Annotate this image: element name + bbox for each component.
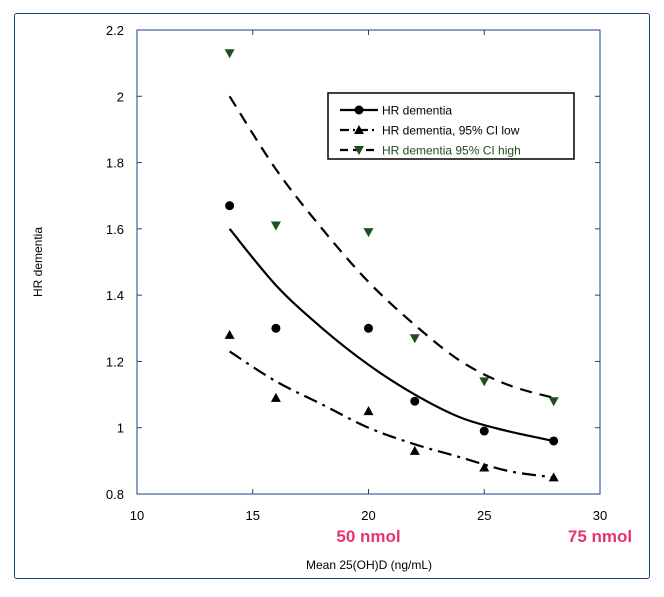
point-ci-high: [409, 334, 420, 344]
y-tick-label: 1.4: [106, 288, 124, 303]
legend-marker-ci-low: [354, 125, 364, 134]
legend-label-ci-low: HR dementia, 95% CI low: [382, 124, 520, 138]
annotation-50-nmol: 50 nmol: [336, 527, 400, 546]
x-tick-label: 25: [477, 508, 491, 523]
y-tick-label: 1.6: [106, 222, 124, 237]
point-hr: [479, 426, 489, 436]
point-hr: [225, 201, 235, 211]
point-hr: [410, 396, 420, 406]
legend: HR dementia HR dementia, 95% CI low HR dem…: [327, 92, 575, 160]
legend-marker-hr: [354, 105, 364, 115]
point-ci-high: [270, 221, 281, 231]
y-tick-label: 2.2: [106, 23, 124, 38]
point-ci-low: [548, 472, 559, 482]
fit-line-ci-high: [228, 95, 555, 399]
point-ci-low: [479, 462, 490, 472]
legend-box: [327, 92, 575, 160]
point-hr: [271, 323, 281, 333]
axes: [136, 29, 601, 495]
point-ci-low: [224, 329, 235, 339]
y-tick-label: 2: [117, 89, 124, 104]
chart-frame: [14, 13, 650, 579]
y-tick-label: 1.8: [106, 156, 124, 171]
tick-labels: 10 15 20 25 30 0.8 1 1.2 1.4 1.6 1.8 2 2.2: [106, 23, 607, 523]
x-axis-title: Mean 25(OH)D (ng/mL): [306, 558, 432, 572]
point-hr: [549, 436, 559, 446]
point-ci-high: [548, 397, 559, 407]
y-tick-label: 1.2: [106, 354, 124, 369]
x-tick-label: 30: [593, 508, 607, 523]
y-tick-label: 1: [117, 421, 124, 436]
legend-label-ci-high: HR dementia 95% CI high: [382, 144, 521, 158]
point-ci-low: [409, 445, 420, 455]
fit-lines: [228, 95, 555, 479]
point-ci-low: [363, 406, 374, 416]
legend-marker-ci-high: [354, 146, 364, 155]
x-tick-label: 10: [130, 508, 144, 523]
point-ci-low: [270, 392, 281, 402]
data-points: [224, 49, 559, 482]
point-hr: [364, 323, 373, 333]
annotations: 50 nmol 75 nmol: [336, 527, 632, 546]
legend-label-hr: HR dementia: [382, 104, 452, 118]
y-axis-title: HR dementia: [31, 227, 45, 297]
y-tick-label: 0.8: [106, 487, 124, 502]
x-tick-label: 20: [361, 508, 375, 523]
fit-line-ci-low: [229, 350, 554, 479]
x-tick-label: 15: [246, 508, 260, 523]
annotation-75-nmol: 75 nmol: [568, 527, 632, 546]
point-ci-high: [224, 49, 235, 59]
fit-line-hr: [228, 228, 554, 443]
point-ci-high: [363, 228, 374, 238]
point-ci-high: [479, 377, 490, 387]
